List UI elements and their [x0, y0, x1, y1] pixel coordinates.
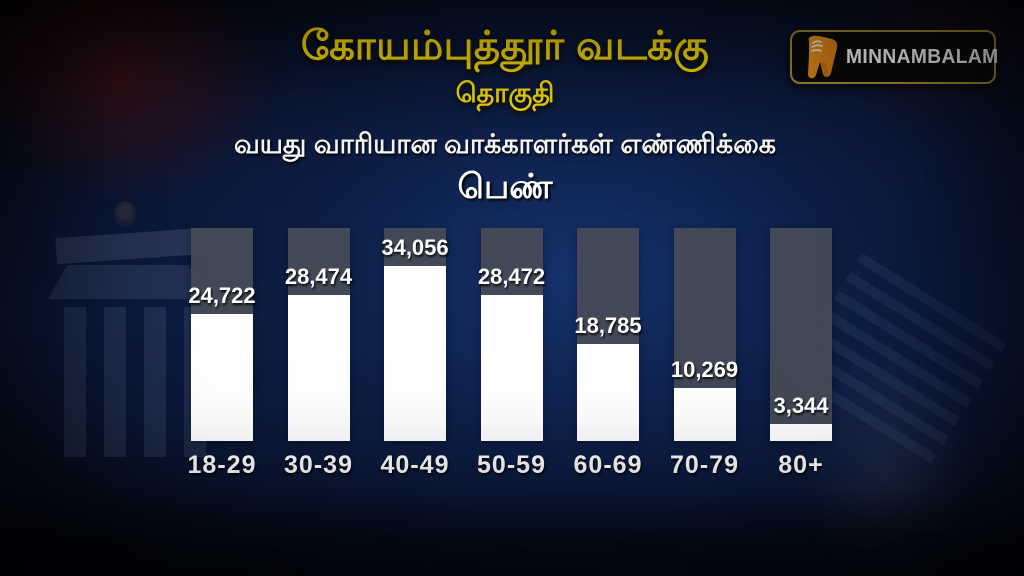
bar-value-label: 10,269 — [670, 357, 739, 382]
bar — [191, 314, 253, 441]
bar-value-label: 28,472 — [477, 264, 546, 289]
building-signboard — [55, 227, 207, 265]
bar — [384, 266, 446, 441]
constituency-title: கோயம்புத்தூர் வடக்கு — [300, 24, 710, 68]
bar — [287, 295, 350, 441]
bar-category-label: 18-29 — [187, 451, 257, 479]
bar-track: 10,269 — [670, 228, 739, 441]
chart-heading: வயது வாரியான வாக்காளர்கள் எண்ணிக்கை — [233, 129, 777, 159]
building-column — [144, 307, 166, 457]
bar — [577, 344, 639, 441]
bar — [770, 424, 832, 441]
building-column — [64, 307, 86, 457]
header: கோயம்புத்தூர் வடக்கு தொகுதி வயது வாரியான… — [0, 0, 1010, 211]
bar-track: 24,722 — [188, 228, 256, 441]
bar-track: 3,344 — [770, 228, 832, 441]
minnambalam-logo-text: MINNAMBALAM — [846, 45, 999, 68]
bar-column: 34,056 40-49 — [381, 228, 449, 480]
constituency-subtitle: தொகுதி — [455, 78, 555, 108]
bar-value-label: 3,344 — [773, 393, 829, 418]
bar-value-label: 28,474 — [284, 264, 353, 289]
bar-category-label: 30-39 — [284, 451, 353, 479]
bar-track: 28,474 — [284, 228, 353, 441]
bar-value-label: 18,785 — [574, 313, 642, 338]
bar-value-label: 24,722 — [188, 283, 256, 308]
bar-track: 18,785 — [574, 228, 642, 441]
bar-category-label: 70-79 — [670, 451, 739, 479]
bar-track: 34,056 — [381, 228, 449, 441]
bar-column: 10,269 70-79 — [670, 228, 739, 480]
bar-value-label: 34,056 — [381, 235, 449, 260]
bar-category-label: 80+ — [778, 451, 824, 479]
building-pediment — [48, 265, 208, 299]
minnambalam-m-icon — [808, 35, 838, 79]
age-wise-voters-bar-chart: 24,722 18-29 28,474 30-39 34,056 40-49 28,472 5… — [188, 228, 832, 480]
bar-track: 28,472 — [477, 228, 546, 441]
bar — [673, 388, 736, 441]
bar-category-label: 50-59 — [477, 451, 546, 479]
bar — [480, 295, 543, 441]
building-column — [104, 307, 126, 457]
gender-label: பெண் — [457, 168, 553, 206]
bar-column: 28,474 30-39 — [284, 228, 353, 480]
bar-column: 18,785 60-69 — [574, 228, 642, 480]
bar-column: 3,344 80+ — [770, 228, 832, 480]
minnambalam-logo: MINNAMBALAM — [790, 30, 999, 84]
state-emblem — [114, 201, 136, 227]
crowd-silhouette — [0, 490, 1024, 576]
bar-category-label: 40-49 — [380, 451, 450, 479]
bar-category-label: 60-69 — [573, 451, 643, 479]
bar-column: 28,472 50-59 — [477, 228, 546, 480]
bar-column: 24,722 18-29 — [188, 228, 256, 480]
